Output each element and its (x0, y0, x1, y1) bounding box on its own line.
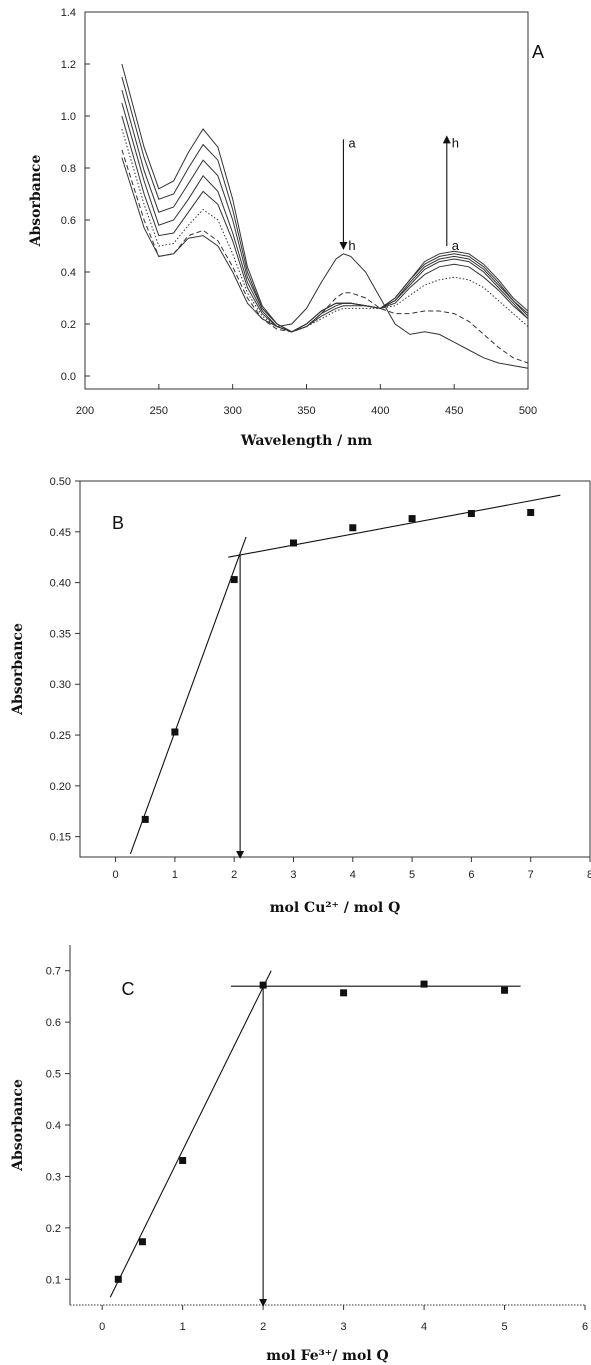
x-tick-label: 5 (501, 1321, 507, 1333)
x-tick-label: 8 (587, 869, 591, 881)
data-point (259, 981, 267, 989)
x-tick-label: 400 (371, 405, 389, 417)
x-tick-label: 4 (350, 869, 356, 881)
chart-panel-c: 0 1 2 3 4 5 6 0.1 0.2 0.3 0.4 0.5 0.6 0.7 mol Fe³⁺/ mo… (10, 945, 588, 1364)
y-tick-label: 0.4 (46, 1120, 61, 1132)
y-axis-title: Absorbance (10, 1079, 26, 1172)
y-tick-label: 0.45 (50, 527, 71, 539)
x-tick-label: 4 (421, 1321, 427, 1333)
spectrum-curve-5 (121, 115, 529, 333)
y-tick-label: 0.40 (50, 578, 71, 590)
data-point (527, 509, 535, 517)
fit-line (109, 970, 272, 1298)
x-tick-label: 3 (290, 869, 296, 881)
arrow-label-top: h (452, 135, 459, 150)
y-tick-label: 0.20 (50, 781, 71, 793)
data-point (179, 1156, 187, 1164)
panel-label: C (122, 979, 135, 999)
y-tick-label: 0.3 (46, 1171, 61, 1183)
x-tick-label: 2 (231, 869, 237, 881)
y-tick-label: 0.25 (50, 730, 71, 742)
x-tick-label: 0 (99, 1321, 105, 1333)
y-tick-label: 0.6 (46, 1017, 61, 1029)
y-tick-label: 0.35 (50, 628, 71, 640)
y-tick-label: 0.7 (46, 966, 61, 978)
x-tick-label: 450 (445, 405, 463, 417)
x-tick-label: 5 (409, 869, 415, 881)
arrow-label-bottom: h (348, 238, 355, 253)
spectrum-curve-3 (121, 89, 529, 333)
fit-line (228, 494, 561, 558)
x-tick-label: 1 (180, 1321, 186, 1333)
data-point (171, 728, 179, 736)
x-tick-label: 300 (223, 405, 241, 417)
y-axis-title: Absorbance (28, 155, 44, 248)
plot-frame (79, 480, 591, 858)
data-point (289, 539, 297, 547)
spectrum-curve-6 (121, 128, 529, 333)
panel-label: A (532, 42, 544, 62)
data-point (340, 989, 348, 997)
x-tick-label: 7 (528, 869, 534, 881)
spectrum-curve-4 (121, 102, 529, 333)
y-tick-label: 1.0 (61, 111, 76, 123)
x-axis-title: mol Fe³⁺/ mol Q (266, 1348, 388, 1364)
y-tick-label: 0.30 (50, 679, 71, 691)
data-point (420, 980, 428, 988)
spectrum-curve-8 (121, 157, 529, 369)
chart-panel-a: 200 250 300 350 400 450 500 0.0 0.2 0.4 0.6 0.8 1.0 1… (28, 7, 544, 449)
x-tick-label: 500 (519, 405, 537, 417)
y-tick-label: 1.2 (61, 59, 76, 71)
chart-panel-b: 0 1 2 3 4 5 6 7 8 0.15 0.20 0.25 0.30 0.35 0.40 0.45 0.5… (10, 476, 591, 916)
arrow-label-bottom: a (452, 238, 460, 253)
y-tick-label: 0.15 (50, 832, 71, 844)
y-tick-label: 1.4 (61, 7, 76, 19)
x-tick-label: 6 (582, 1321, 588, 1333)
x-tick-label: 2 (260, 1321, 266, 1333)
y-tick-label: 0.0 (61, 371, 76, 383)
y-tick-label: 0.5 (46, 1069, 61, 1081)
fit-line (129, 536, 247, 855)
y-tick-label: 0.1 (46, 1274, 61, 1286)
x-tick-label: 200 (76, 405, 94, 417)
x-tick-label: 350 (297, 405, 315, 417)
data-point (141, 815, 149, 823)
x-tick-label: 250 (150, 405, 168, 417)
plot-frame (84, 11, 529, 390)
x-tick-label: 3 (341, 1321, 347, 1333)
x-tick-label: 1 (172, 869, 178, 881)
data-point (138, 1238, 146, 1246)
data-point (408, 515, 416, 523)
y-tick-label: 0.4 (61, 267, 76, 279)
spectrum-curve-1 (121, 63, 529, 333)
data-point (349, 524, 357, 532)
spectrum-curve-2 (121, 76, 529, 333)
y-tick-label: 0.8 (61, 163, 76, 175)
panel-label: B (112, 513, 124, 533)
data-point (501, 986, 509, 994)
arrow-label-top: a (348, 135, 356, 150)
data-point (230, 576, 238, 584)
data-point (114, 1275, 122, 1283)
x-tick-label: 0 (113, 869, 119, 881)
x-tick-label: 6 (468, 869, 474, 881)
y-axis-title: Absorbance (10, 623, 26, 716)
y-tick-label: 0.6 (61, 215, 76, 227)
y-tick-label: 0.50 (50, 476, 71, 488)
data-point (467, 510, 475, 518)
y-tick-label: 0.2 (61, 319, 76, 331)
y-tick-label: 0.2 (46, 1223, 61, 1235)
x-axis-title: mol Cu²⁺ / mol Q (270, 900, 401, 916)
spectrum-curve-7 (121, 149, 529, 364)
x-axis-title: Wavelength / nm (240, 433, 372, 449)
